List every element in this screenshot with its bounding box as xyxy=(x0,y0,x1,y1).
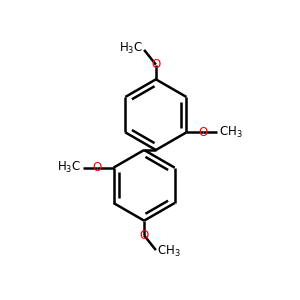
Text: O: O xyxy=(198,126,207,139)
Text: O: O xyxy=(140,229,149,242)
Text: CH$_3$: CH$_3$ xyxy=(219,125,243,140)
Text: O: O xyxy=(151,58,160,71)
Text: O: O xyxy=(93,161,102,174)
Text: H$_3$C: H$_3$C xyxy=(118,41,142,56)
Text: H$_3$C: H$_3$C xyxy=(57,160,81,175)
Text: CH$_3$: CH$_3$ xyxy=(158,244,181,259)
